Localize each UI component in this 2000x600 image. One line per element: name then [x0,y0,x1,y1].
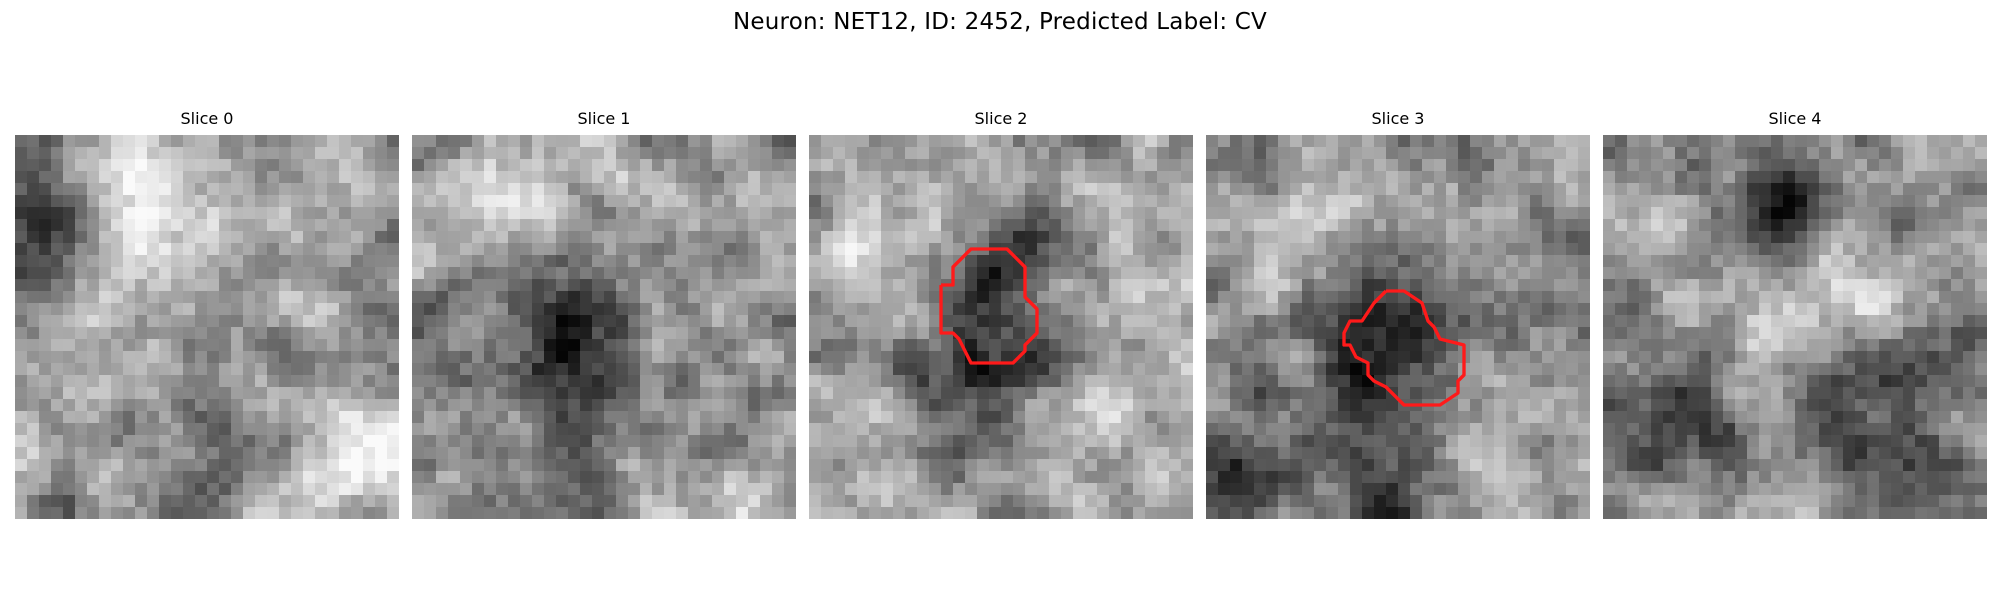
slice-title: Slice 3 [1371,109,1425,128]
slice-texture [412,135,796,519]
slice-image [1603,135,1987,519]
figure-title: Neuron: NET12, ID: 2452, Predicted Label… [733,9,1267,35]
slice-title: Slice 0 [180,109,234,128]
slice-image [1206,135,1590,519]
slice-texture [15,135,399,519]
segmentation-contour [939,247,1039,365]
slice-image [15,135,399,519]
slice-title: Slice 4 [1768,109,1822,128]
slice-texture [1603,135,1987,519]
slice-title: Slice 1 [577,109,631,128]
segmentation-contour [1342,289,1466,407]
slice-texture [1206,135,1590,519]
slice-title: Slice 2 [974,109,1028,128]
slice-texture [809,135,1193,519]
slice-image [412,135,796,519]
slice-image [809,135,1193,519]
